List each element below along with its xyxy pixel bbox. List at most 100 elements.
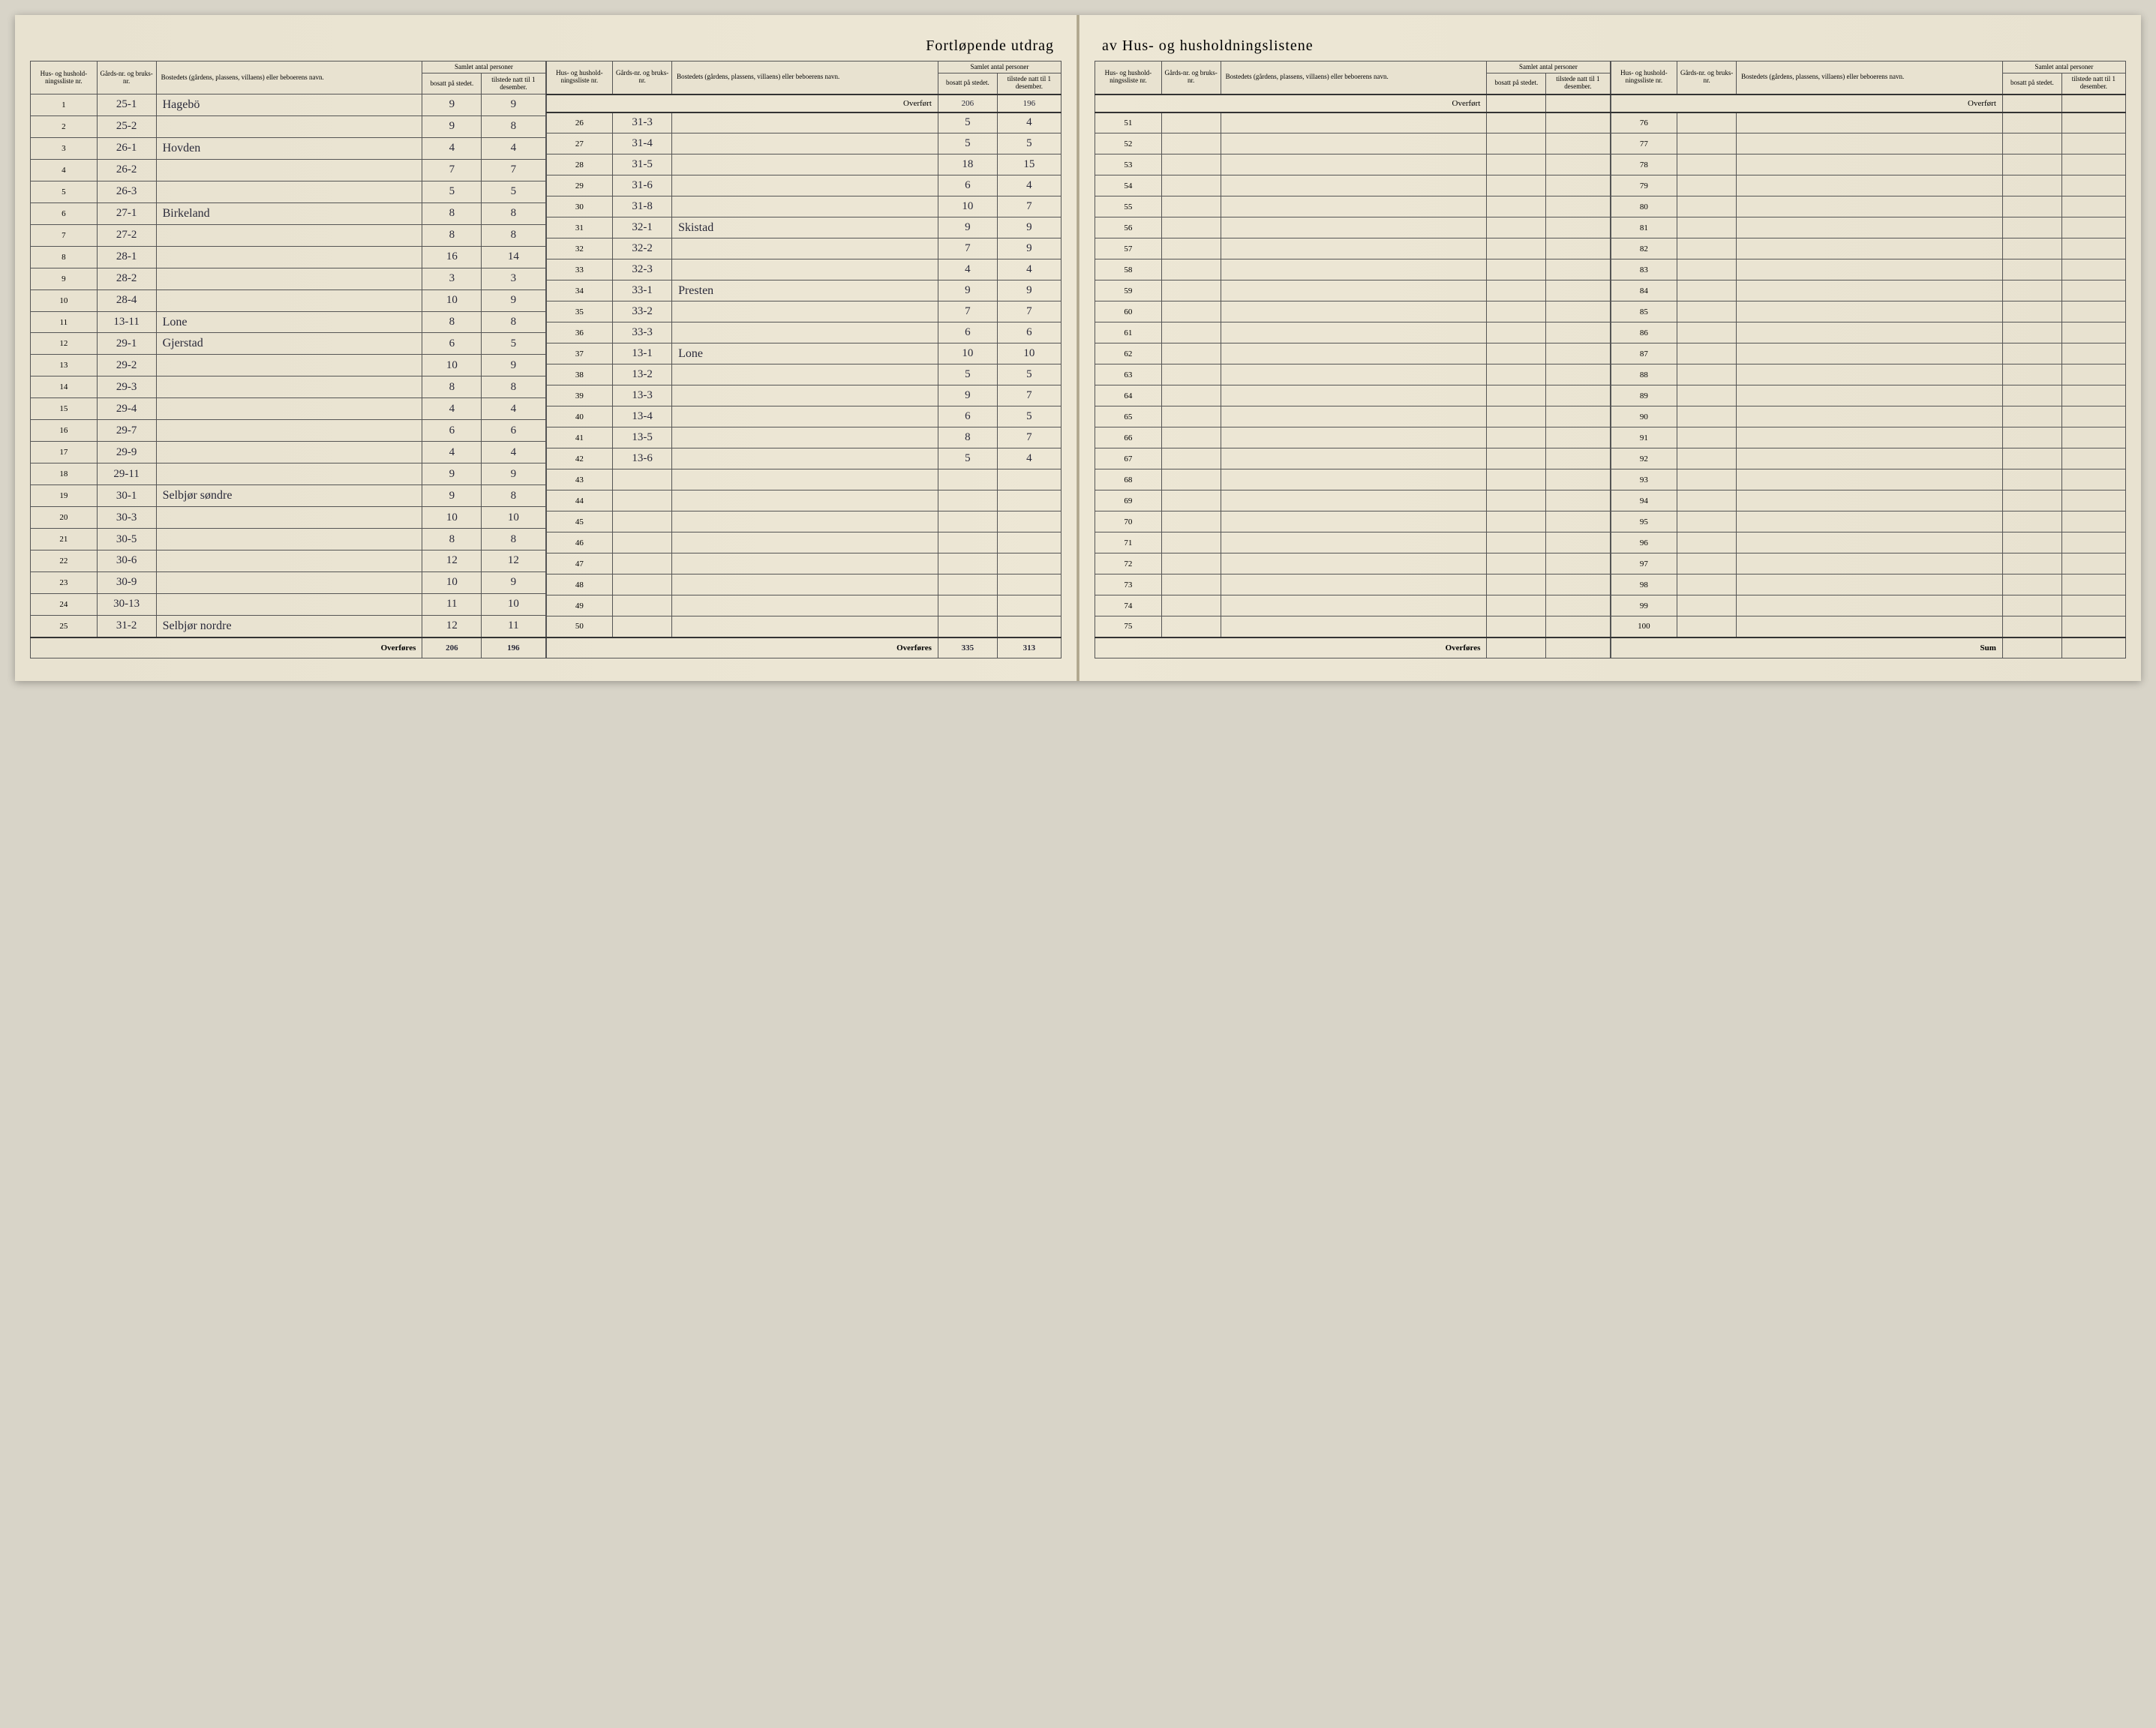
gards-nr: 13-2 bbox=[613, 364, 672, 386]
row-number: 77 bbox=[1611, 134, 1677, 154]
tilstede-count bbox=[1546, 238, 1610, 260]
bosatt-count bbox=[2002, 280, 2061, 302]
row-number: 65 bbox=[1095, 406, 1162, 428]
bosatt-count: 12 bbox=[422, 615, 482, 637]
header-tilstede: tilstede natt til 1 desember. bbox=[997, 74, 1061, 94]
header-tilstede: tilstede natt til 1 desember. bbox=[1546, 74, 1610, 94]
row-number: 18 bbox=[31, 464, 98, 485]
row-number: 1 bbox=[31, 94, 98, 116]
table-row: 2731-455 bbox=[546, 134, 1061, 154]
header-liste: Hus- og hushold-ningssliste nr. bbox=[31, 62, 98, 94]
header-samlet: Samlet antal personer bbox=[1487, 62, 1610, 74]
table-row: 49 bbox=[546, 596, 1061, 616]
bosatt-count: 8 bbox=[938, 428, 997, 448]
gards-nr: 33-1 bbox=[613, 280, 672, 302]
tilstede-count bbox=[1546, 406, 1610, 428]
bosatt-count bbox=[938, 490, 997, 512]
gards-nr bbox=[613, 470, 672, 490]
row-number: 88 bbox=[1611, 364, 1677, 386]
bosatt-count bbox=[938, 512, 997, 532]
bosted-name bbox=[1221, 134, 1487, 154]
table-row: 3433-1Presten99 bbox=[546, 280, 1061, 302]
bosatt-count: 5 bbox=[938, 112, 997, 134]
bosatt-count bbox=[1487, 532, 1546, 554]
tilstede-count bbox=[997, 470, 1061, 490]
row-number: 44 bbox=[546, 490, 613, 512]
table-row: 4213-654 bbox=[546, 448, 1061, 470]
tilstede-count: 8 bbox=[482, 224, 545, 246]
overfort-row: Overført 206 196 bbox=[546, 94, 1061, 112]
bosted-name bbox=[156, 420, 422, 442]
tilstede-count: 8 bbox=[482, 202, 545, 224]
bosatt-count: 16 bbox=[422, 246, 482, 268]
row-number: 59 bbox=[1095, 280, 1162, 302]
gards-nr bbox=[1677, 470, 1737, 490]
bosted-name bbox=[1221, 616, 1487, 638]
row-number: 99 bbox=[1611, 596, 1677, 616]
tilstede-count bbox=[1546, 574, 1610, 596]
bosatt-count bbox=[2002, 218, 2061, 238]
row-number: 96 bbox=[1611, 532, 1677, 554]
gards-nr bbox=[1161, 196, 1221, 218]
tilstede-count bbox=[2061, 364, 2125, 386]
gards-nr bbox=[1161, 344, 1221, 364]
table-row: 66 bbox=[1095, 428, 1611, 448]
row-number: 39 bbox=[546, 386, 613, 406]
tilstede-count bbox=[1546, 532, 1610, 554]
gards-nr: 31-4 bbox=[613, 134, 672, 154]
tilstede-count bbox=[2061, 134, 2125, 154]
table-row: 1229-1Gjerstad65 bbox=[31, 333, 546, 355]
table-row: 91 bbox=[1611, 428, 2126, 448]
tilstede-count: 7 bbox=[997, 386, 1061, 406]
gards-nr bbox=[613, 490, 672, 512]
gards-nr bbox=[1161, 448, 1221, 470]
gards-nr: 27-1 bbox=[97, 202, 156, 224]
bosted-name bbox=[156, 159, 422, 181]
table-section-a: Hus- og hushold-ningssliste nr. Gårds-nr… bbox=[30, 61, 546, 658]
row-number: 36 bbox=[546, 322, 613, 344]
gards-nr bbox=[1161, 238, 1221, 260]
table-row: 1729-944 bbox=[31, 442, 546, 464]
table-row: 81 bbox=[1611, 218, 2126, 238]
gards-nr bbox=[613, 554, 672, 574]
bosatt-count bbox=[2002, 512, 2061, 532]
header-gards: Gårds-nr. og bruks-nr. bbox=[1677, 62, 1737, 94]
bosatt-count bbox=[2002, 554, 2061, 574]
row-number: 83 bbox=[1611, 260, 1677, 280]
tilstede-count bbox=[997, 490, 1061, 512]
tilstede-count: 10 bbox=[482, 593, 545, 615]
gards-nr: 32-1 bbox=[613, 218, 672, 238]
table-row: 80 bbox=[1611, 196, 2126, 218]
bosted-name bbox=[1221, 532, 1487, 554]
table-row: 60 bbox=[1095, 302, 1611, 322]
table-row: 4113-587 bbox=[546, 428, 1061, 448]
bosted-name bbox=[1221, 490, 1487, 512]
bosted-name bbox=[1221, 554, 1487, 574]
tilstede-count: 9 bbox=[482, 572, 545, 593]
tilstede-count: 9 bbox=[997, 238, 1061, 260]
tilstede-count bbox=[1546, 176, 1610, 196]
tilstede-count: 14 bbox=[482, 246, 545, 268]
gards-nr: 26-2 bbox=[97, 159, 156, 181]
bosatt-count: 10 bbox=[422, 355, 482, 376]
table-row: 73 bbox=[1095, 574, 1611, 596]
bosatt-count bbox=[938, 532, 997, 554]
tilstede-count: 4 bbox=[997, 448, 1061, 470]
bosatt-count bbox=[1487, 512, 1546, 532]
bosted-name bbox=[1737, 596, 2003, 616]
tilstede-count bbox=[2061, 302, 2125, 322]
gards-nr: 13-4 bbox=[613, 406, 672, 428]
bosatt-count: 9 bbox=[422, 485, 482, 507]
bosatt-count: 9 bbox=[422, 94, 482, 116]
tilstede-count: 8 bbox=[482, 116, 545, 137]
bosted-name bbox=[1737, 176, 2003, 196]
gards-nr bbox=[1677, 428, 1737, 448]
row-number: 90 bbox=[1611, 406, 1677, 428]
bosatt-count: 7 bbox=[938, 238, 997, 260]
table-row: 2931-664 bbox=[546, 176, 1061, 196]
bosatt-count bbox=[2002, 386, 2061, 406]
row-number: 100 bbox=[1611, 616, 1677, 638]
row-number: 94 bbox=[1611, 490, 1677, 512]
gards-nr bbox=[1161, 134, 1221, 154]
bosatt-count: 12 bbox=[422, 550, 482, 572]
